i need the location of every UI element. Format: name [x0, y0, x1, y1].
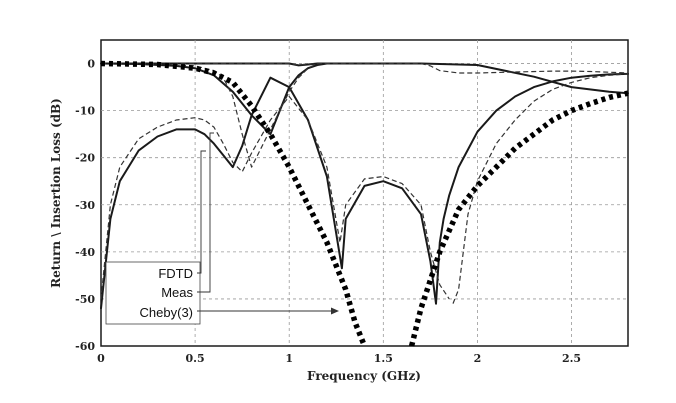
series-line-cheby-3	[408, 90, 629, 347]
legend-leader-meas	[197, 132, 214, 293]
y-tick-label: -40	[75, 246, 95, 259]
x-tick-label: 0.5	[186, 352, 205, 365]
series-line-fdtd	[435, 72, 629, 305]
legend-arrowhead-cheby	[331, 307, 339, 315]
series-line-meas	[100, 62, 318, 168]
x-tick-label: 2.5	[562, 352, 581, 365]
legend-box	[105, 261, 201, 325]
series-line-meas	[452, 73, 629, 304]
legend-label-cheby: Cheby(3)	[140, 305, 193, 320]
x-tick-labels: 0 0.5 1 1.5 2 2.5	[97, 352, 581, 365]
y-tick-label: -50	[75, 293, 95, 306]
y-tick-label: -30	[75, 199, 95, 212]
x-tick-label: 1	[285, 352, 293, 365]
series-line-meas	[101, 62, 629, 74]
y-tick-label: 0	[87, 58, 95, 71]
x-tick-label: 2	[474, 352, 482, 365]
legend-label-fdtd: FDTD	[158, 266, 193, 281]
legend-label-meas: Meas	[161, 285, 193, 300]
y-tick-label: -20	[75, 152, 95, 165]
legend-leader-fdtd	[197, 150, 206, 274]
series-line-meas	[100, 95, 450, 300]
series-line-cheby-3	[100, 60, 368, 348]
y-axis-title: Return \ Insertion Loss (dB)	[49, 98, 63, 288]
x-tick-label: 1.5	[374, 352, 393, 365]
y-tick-label: -60	[75, 340, 95, 353]
x-tick-label: 0	[97, 352, 105, 365]
y-tick-label: -10	[75, 105, 95, 118]
y-tick-labels: 0 -10 -20 -30 -40 -50 -60	[75, 58, 95, 353]
series-lines	[100, 60, 629, 348]
legend: FDTD Meas Cheby(3)	[105, 132, 339, 325]
x-axis-title: Frequency (GHz)	[307, 369, 421, 383]
series-line-fdtd	[100, 76, 437, 310]
